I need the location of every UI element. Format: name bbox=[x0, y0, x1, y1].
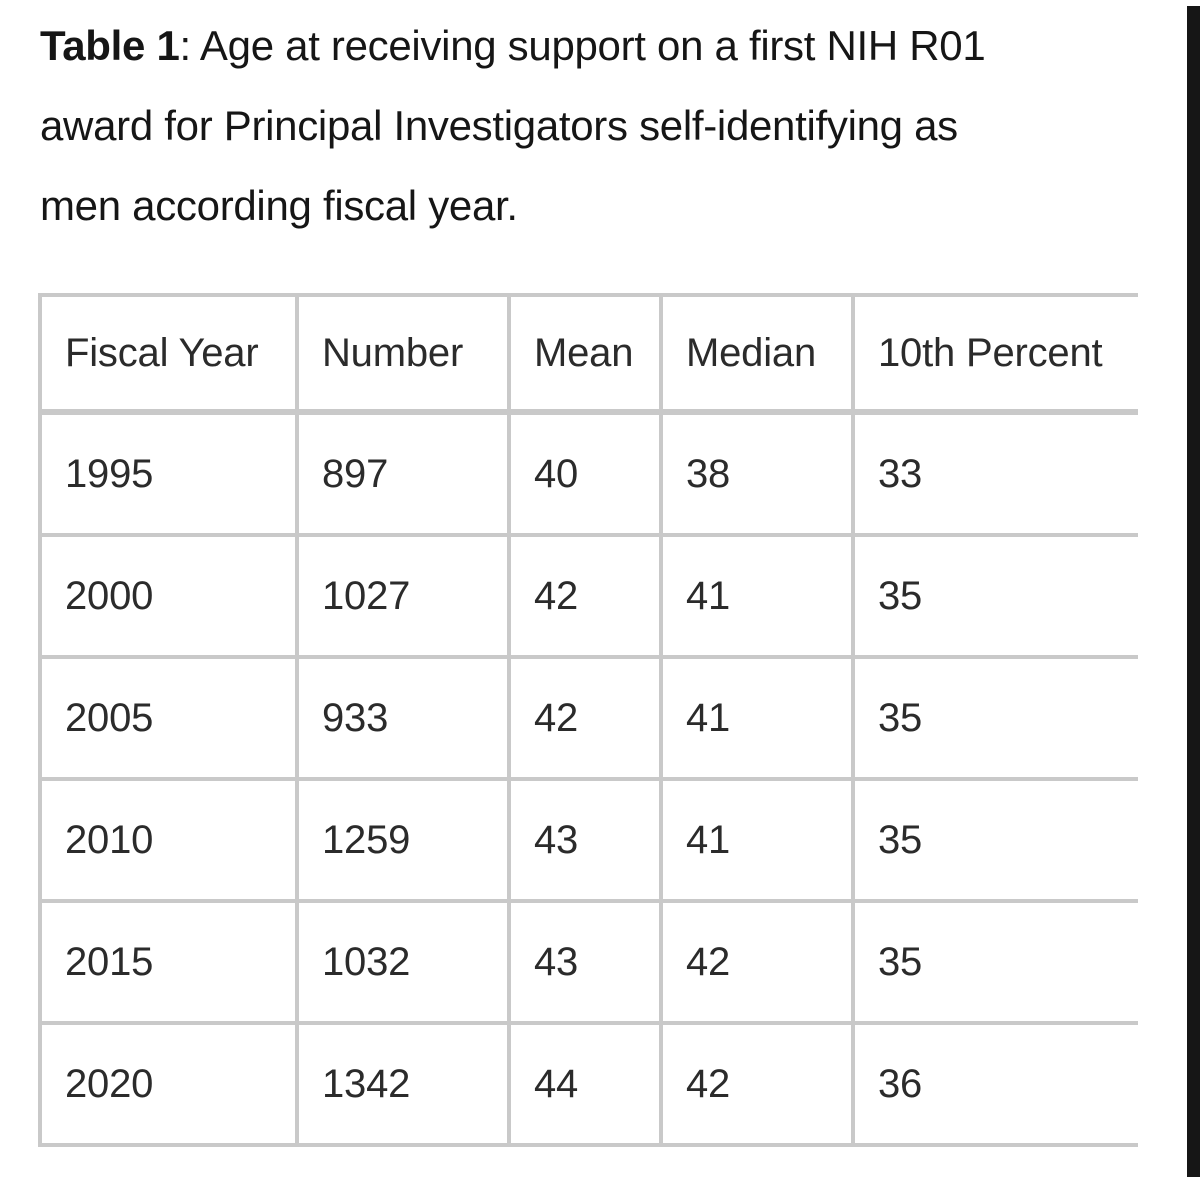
cell-10th-percentile: 36 bbox=[851, 1021, 1138, 1147]
cell-10th-percentile: 35 bbox=[851, 899, 1138, 1025]
data-table: Fiscal Year Number Mean Median 10th Perc… bbox=[38, 293, 1138, 1147]
header-cell-number: Number bbox=[295, 293, 511, 415]
header-cell-mean: Mean bbox=[507, 293, 663, 415]
cell-fiscal-year: 1995 bbox=[38, 410, 299, 537]
data-table-container: Fiscal Year Number Mean Median 10th Perc… bbox=[38, 293, 1138, 1147]
cell-number: 1259 bbox=[295, 777, 511, 903]
cell-fiscal-year: 2010 bbox=[38, 777, 299, 903]
cell-10th-percentile: 35 bbox=[851, 533, 1138, 659]
cell-mean: 42 bbox=[507, 655, 663, 781]
cell-number: 1342 bbox=[295, 1021, 511, 1147]
table-row: 2005 933 42 41 35 bbox=[38, 655, 1138, 781]
cell-fiscal-year: 2020 bbox=[38, 1021, 299, 1147]
cell-median: 42 bbox=[659, 899, 855, 1025]
cell-10th-percentile: 33 bbox=[851, 410, 1138, 537]
table-row: 2015 1032 43 42 35 bbox=[38, 899, 1138, 1025]
cell-median: 41 bbox=[659, 533, 855, 659]
cell-fiscal-year: 2015 bbox=[38, 899, 299, 1025]
table-row: 1995 897 40 38 33 bbox=[38, 410, 1138, 537]
screenshot-right-edge-bar bbox=[1187, 6, 1200, 1177]
cell-median: 41 bbox=[659, 655, 855, 781]
caption-title: Table 1 bbox=[40, 22, 180, 69]
caption-line-1: Table 1: Age at receiving support on a f… bbox=[40, 6, 1140, 86]
cell-fiscal-year: 2005 bbox=[38, 655, 299, 781]
cell-median: 38 bbox=[659, 410, 855, 537]
caption-line-3: men according fiscal year. bbox=[40, 182, 518, 229]
cell-mean: 43 bbox=[507, 777, 663, 903]
cell-number: 897 bbox=[295, 410, 511, 537]
cell-mean: 44 bbox=[507, 1021, 663, 1147]
cell-median: 41 bbox=[659, 777, 855, 903]
cell-10th-percentile: 35 bbox=[851, 777, 1138, 903]
cell-mean: 43 bbox=[507, 899, 663, 1025]
table-caption: Table 1: Age at receiving support on a f… bbox=[40, 6, 1140, 246]
header-cell-fiscal-year: Fiscal Year bbox=[38, 293, 299, 415]
cell-number: 1032 bbox=[295, 899, 511, 1025]
cell-number: 1027 bbox=[295, 533, 511, 659]
cell-fiscal-year: 2000 bbox=[38, 533, 299, 659]
cell-mean: 40 bbox=[507, 410, 663, 537]
header-cell-10th-percentile: 10th Percent bbox=[851, 293, 1138, 415]
cell-median: 42 bbox=[659, 1021, 855, 1147]
header-row: Fiscal Year Number Mean Median 10th Perc… bbox=[38, 293, 1138, 415]
cell-10th-percentile: 35 bbox=[851, 655, 1138, 781]
header-cell-median: Median bbox=[659, 293, 855, 415]
cell-mean: 42 bbox=[507, 533, 663, 659]
caption-line-2: award for Principal Investigators self-i… bbox=[40, 102, 958, 149]
table-row: 2020 1342 44 42 36 bbox=[38, 1021, 1138, 1147]
caption-text-line1: : Age at receiving support on a first NI… bbox=[179, 22, 986, 69]
table-row: 2000 1027 42 41 35 bbox=[38, 533, 1138, 659]
table-row: 2010 1259 43 41 35 bbox=[38, 777, 1138, 903]
cell-number: 933 bbox=[295, 655, 511, 781]
